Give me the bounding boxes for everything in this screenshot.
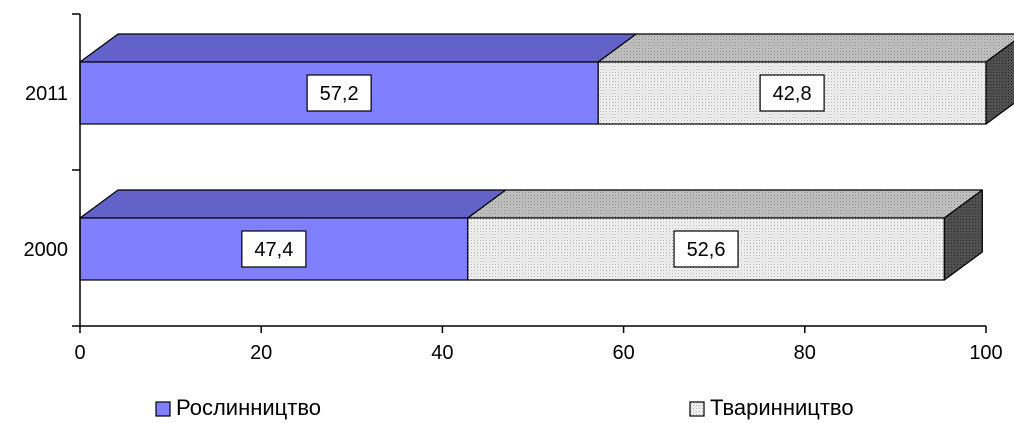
bar-top-animal-2000 <box>467 189 983 219</box>
labels-layer: 57,2 42,8 47,4 52,6 <box>241 74 825 268</box>
x-tick-label-100: 100 <box>969 342 1002 364</box>
data-label-plant-2011: 57,2 <box>320 83 359 105</box>
legend-swatch-animal <box>689 401 705 417</box>
x-tick-label-40: 40 <box>431 342 453 364</box>
data-label-box-plant-2011 <box>306 74 372 112</box>
x-tick-label-20: 20 <box>250 342 272 364</box>
bar-side-2011 <box>985 40 1014 125</box>
bar-top-plant-2011 <box>79 33 637 63</box>
bars-layer <box>79 33 1014 281</box>
axes-layer: 0 20 40 60 80 100 2011 2000 <box>24 13 1003 364</box>
data-label-box-plant-2000 <box>241 230 307 268</box>
legend-label-animal: Тваринництво <box>710 395 854 420</box>
data-label-box-animal-2011 <box>759 74 825 112</box>
y-tick-label-2000: 2000 <box>24 239 69 261</box>
x-tick-label-60: 60 <box>612 342 634 364</box>
bar-side-2000 <box>943 189 983 281</box>
data-label-box-animal-2000 <box>673 230 739 268</box>
legend-label-plant: Рослинництво <box>176 395 321 420</box>
bar-top-animal-2011 <box>597 33 1014 63</box>
x-tick-label-0: 0 <box>74 342 85 364</box>
y-tick-label-2011: 2011 <box>25 83 68 105</box>
legend: Рослинництво Тваринництво <box>155 395 854 420</box>
data-label-animal-2011: 42,8 <box>773 83 812 105</box>
data-label-animal-2000: 52,6 <box>687 239 726 261</box>
bar-top-plant-2000 <box>79 189 507 219</box>
data-label-plant-2000: 47,4 <box>254 239 293 261</box>
legend-swatch-plant <box>155 401 171 417</box>
x-tick-label-80: 80 <box>794 342 816 364</box>
